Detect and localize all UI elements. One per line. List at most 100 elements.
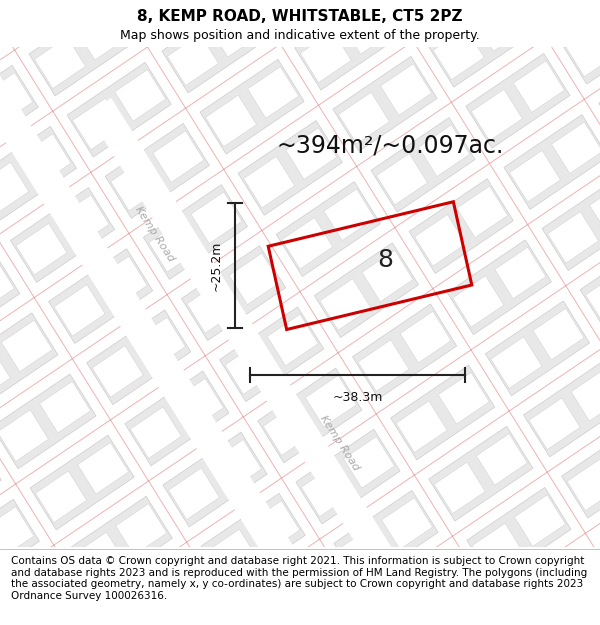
Polygon shape [239, 554, 343, 625]
Polygon shape [567, 459, 600, 511]
Polygon shape [334, 491, 438, 585]
Polygon shape [372, 551, 476, 625]
Polygon shape [248, 501, 300, 552]
Polygon shape [201, 493, 305, 588]
Polygon shape [548, 212, 599, 263]
Polygon shape [566, 25, 600, 77]
Polygon shape [0, 126, 76, 221]
Polygon shape [191, 192, 242, 244]
Polygon shape [167, 34, 218, 86]
Polygon shape [11, 622, 116, 625]
Polygon shape [471, 89, 523, 141]
Polygon shape [206, 529, 257, 581]
Polygon shape [149, 221, 200, 272]
Polygon shape [116, 504, 167, 555]
Polygon shape [314, 243, 419, 338]
Polygon shape [562, 423, 600, 518]
Polygon shape [87, 310, 191, 404]
Polygon shape [358, 340, 409, 391]
Polygon shape [504, 114, 600, 209]
Polygon shape [262, 0, 313, 21]
Polygon shape [248, 67, 299, 118]
Polygon shape [371, 118, 475, 212]
Polygon shape [542, 176, 600, 271]
Polygon shape [209, 6, 260, 57]
Text: ~38.3m: ~38.3m [332, 391, 383, 404]
Polygon shape [0, 596, 30, 625]
Polygon shape [1, 320, 52, 372]
Polygon shape [586, 272, 600, 324]
Polygon shape [40, 381, 91, 433]
Polygon shape [153, 131, 204, 182]
Polygon shape [205, 95, 257, 147]
Polygon shape [472, 523, 523, 575]
Polygon shape [58, 195, 109, 246]
Polygon shape [0, 507, 34, 558]
Polygon shape [263, 404, 314, 456]
Polygon shape [0, 0, 95, 35]
Polygon shape [282, 217, 333, 269]
Polygon shape [524, 362, 600, 457]
Polygon shape [0, 0, 47, 28]
Polygon shape [429, 426, 533, 521]
Polygon shape [466, 54, 570, 148]
Polygon shape [400, 311, 451, 363]
Polygon shape [433, 28, 484, 79]
Polygon shape [0, 72, 33, 124]
Polygon shape [257, 0, 361, 29]
Polygon shape [514, 495, 566, 546]
Polygon shape [181, 246, 286, 341]
Polygon shape [276, 182, 380, 276]
Polygon shape [475, 0, 526, 51]
Polygon shape [353, 304, 457, 399]
Polygon shape [134, 318, 185, 369]
Polygon shape [287, 562, 338, 613]
Polygon shape [20, 134, 71, 185]
Polygon shape [580, 237, 600, 332]
Polygon shape [0, 349, 10, 400]
Polygon shape [389, 0, 494, 26]
Polygon shape [325, 623, 376, 625]
Polygon shape [163, 432, 267, 527]
Polygon shape [111, 159, 162, 211]
Polygon shape [77, 9, 128, 60]
Polygon shape [74, 532, 125, 584]
Polygon shape [154, 565, 205, 616]
Polygon shape [590, 183, 600, 234]
Text: Contains OS data © Crown copyright and database right 2021. This information is : Contains OS data © Crown copyright and d… [11, 556, 587, 601]
Polygon shape [320, 279, 371, 330]
Polygon shape [92, 346, 143, 398]
Polygon shape [225, 342, 276, 394]
Polygon shape [0, 374, 96, 469]
Polygon shape [395, 0, 446, 19]
Polygon shape [382, 498, 433, 549]
Polygon shape [29, 1, 133, 96]
Polygon shape [124, 0, 228, 32]
Polygon shape [514, 61, 565, 112]
Polygon shape [49, 249, 153, 344]
Polygon shape [447, 240, 551, 334]
Polygon shape [324, 189, 375, 241]
Polygon shape [438, 372, 489, 424]
Polygon shape [0, 410, 49, 461]
Polygon shape [571, 369, 600, 421]
Polygon shape [338, 92, 389, 144]
Polygon shape [112, 593, 163, 625]
Polygon shape [73, 98, 124, 150]
Polygon shape [396, 401, 447, 452]
Polygon shape [409, 179, 513, 273]
Polygon shape [21, 568, 72, 619]
Polygon shape [529, 398, 580, 449]
Text: 8: 8 [377, 248, 393, 272]
Polygon shape [457, 186, 508, 238]
Polygon shape [106, 558, 211, 625]
Polygon shape [169, 468, 220, 519]
Polygon shape [88, 98, 493, 625]
Polygon shape [0, 252, 20, 346]
Polygon shape [238, 121, 342, 215]
Text: Map shows position and indicative extent of the property.: Map shows position and indicative extent… [120, 29, 480, 42]
Polygon shape [509, 151, 560, 202]
Polygon shape [528, 0, 579, 16]
Polygon shape [467, 488, 571, 582]
Polygon shape [0, 499, 40, 594]
